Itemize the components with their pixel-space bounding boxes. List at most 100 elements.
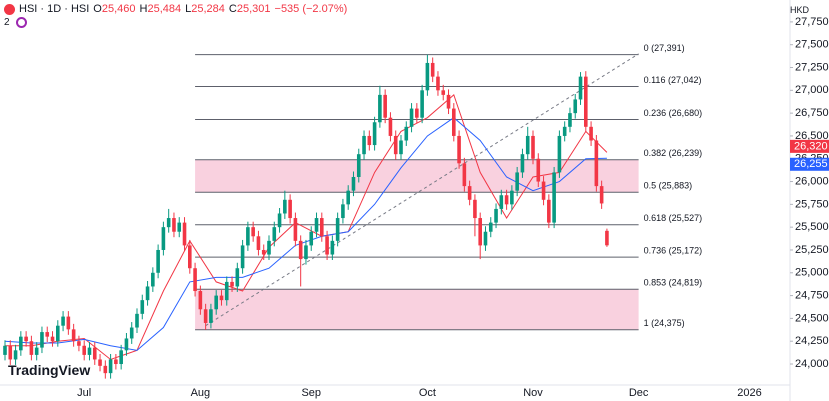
field-key: L [185,3,192,15]
candle-body [161,227,166,250]
candle-body [589,126,593,141]
candle-body [573,99,578,114]
candle-body [420,90,424,118]
candle-body [452,108,456,136]
candle-body [283,199,287,214]
candle-body [467,186,472,200]
candle-body [50,336,55,342]
candle-body [504,195,509,205]
candle-body [124,338,129,351]
candle-body [82,345,86,355]
y-tick-label: 27,750 [795,16,829,28]
ohlc-field: O25,460 [93,3,135,15]
y-tick-label: 25,250 [795,244,829,256]
y-tick-label: 24,000 [795,358,829,370]
candle-body [19,336,23,351]
candle-body [525,135,530,155]
candle-body [188,245,192,269]
trendline [205,53,639,327]
candle-body [351,176,356,191]
candle-body [605,230,609,246]
candle-body [309,231,314,246]
indicator-count[interactable]: 2 [4,17,10,28]
candle-body [552,172,556,223]
candle-body [415,108,419,118]
candle-body [45,332,50,337]
x-tick-label: Dec [629,387,649,399]
candle-body [8,345,13,360]
price-badge [790,157,829,171]
candle-body [568,113,572,127]
fib-zone [195,289,639,330]
ohlc-field: C25,301 [229,3,271,15]
candle-body [214,295,218,310]
candle-body [29,341,34,355]
candle-body [251,227,255,237]
fib-label: 1 (24,375) [644,318,685,328]
candle-body [399,140,403,155]
symbol[interactable]: HSI · 1D · HSI [19,3,90,15]
candle-body [71,329,76,342]
candle-body [277,213,282,228]
candle-body [499,195,504,209]
candle-body [98,359,102,366]
candle-body [372,122,377,146]
candle-body [478,218,482,246]
x-tick-label: Nov [523,387,543,399]
candle-body [298,240,303,260]
candle-body [483,231,488,246]
fib-label: 0.853 (24,819) [644,278,703,288]
y-tick-label: 26,500 [795,130,829,142]
candle-body [436,76,440,91]
candle-body [441,90,446,95]
candle-body [536,158,541,182]
fib-label: 0.5 (25,883) [644,181,693,191]
x-tick-label: Oct [419,387,436,399]
candle-body [140,300,145,314]
y-tick-label: 27,250 [795,61,829,73]
candle-body [494,208,498,223]
y-tick-label: 25,750 [795,198,829,210]
x-tick-label: Sep [301,387,321,399]
fib-label: 0.236 (26,680) [644,108,703,118]
field-value: 25,284 [191,3,225,15]
candle-body [256,236,261,250]
candle-body [219,295,224,301]
candle-body [430,62,435,77]
candle-body [462,163,467,187]
candle-body [346,190,350,205]
ohlc-field: H25,484 [140,3,182,15]
candle-body [520,154,525,173]
y-tick-label: 25,500 [795,221,829,233]
field-key: C [228,3,237,15]
y-tick-label: 26,000 [795,175,829,187]
y-tick-label: 27,000 [795,84,829,96]
brand-logo[interactable]: TradingView [8,362,91,378]
symbol-icon [4,3,15,15]
candle-body [240,245,245,269]
field-key: H [139,3,148,15]
candle-body [66,316,71,330]
candle-body [172,218,176,232]
candle-body [92,347,97,360]
candle-body [341,204,345,219]
candle-body [599,186,604,204]
candle-body [261,249,266,255]
candle-body [330,240,335,255]
candle-body [473,199,477,219]
field-key: O [93,3,102,15]
candle-body [13,350,18,360]
candle-body [383,94,387,118]
change: −535 (−2.07%) [274,3,348,15]
candle-body [156,249,160,273]
candle-body [56,325,60,342]
candle-body [193,268,197,292]
price-badge-label: 26,255 [794,158,828,170]
y-tick-label: 24,500 [795,312,829,324]
y-tick-label: 25,000 [795,267,829,279]
candle-body [151,272,155,287]
candle-body [288,199,292,219]
candle-body [488,222,493,232]
x-tick-label: Jul [77,387,91,399]
